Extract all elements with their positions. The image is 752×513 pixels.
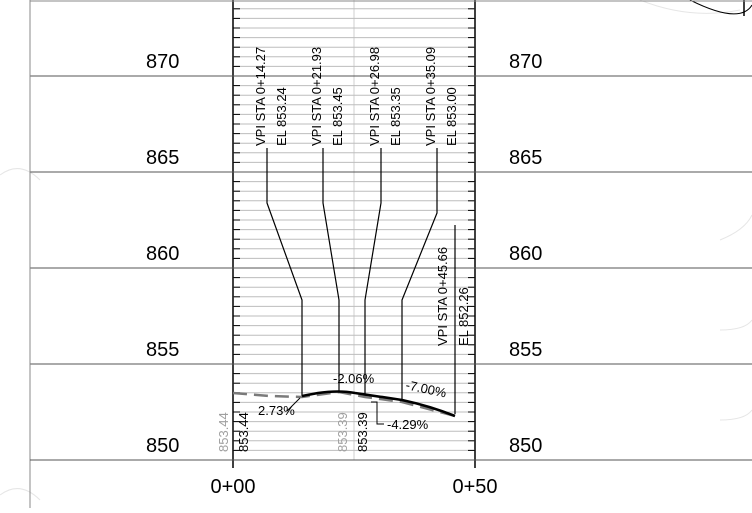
proposed-elev-start: 853.44 [236, 412, 251, 452]
vpi-5-station: VPI STA 0+45.66 [435, 247, 450, 346]
grade-1-leader [286, 397, 301, 412]
grade-label-4: -4.29% [387, 417, 429, 432]
vpi-4-station: VPI STA 0+35.09 [423, 47, 438, 146]
elev-label-right-860: 860 [509, 243, 542, 265]
existing-elev-mid: 853.39 [335, 412, 350, 452]
elev-label-left-850: 850 [146, 435, 179, 457]
elev-label-left-865: 865 [146, 147, 179, 169]
vpi-leaders [266, 148, 456, 414]
proposed-elev-mid: 853.39 [355, 412, 370, 452]
existing-elev-start: 853.44 [216, 412, 231, 452]
minor-grid [233, 8, 475, 451]
vpi-2-elevation: EL 853.45 [330, 87, 345, 146]
vpi-3-station: VPI STA 0+26.98 [367, 47, 382, 146]
vpi-1-elevation: EL 853.24 [274, 87, 289, 146]
grade-4-leader [371, 401, 384, 425]
grade-label-3: -7.00% [404, 377, 448, 400]
proposed-profile-line [301, 390, 456, 418]
elev-label-right-865: 865 [509, 147, 542, 169]
elev-label-left-860: 860 [146, 243, 179, 265]
elev-label-left-855: 855 [146, 339, 179, 361]
elev-label-right-855: 855 [509, 339, 542, 361]
grade-label-1: 2.73% [258, 403, 295, 418]
corner-arc [689, 0, 752, 15]
grade-label-2: -2.06% [333, 371, 375, 386]
elev-label-right-870: 870 [509, 51, 542, 73]
vpi-4-elevation: EL 853.00 [444, 87, 459, 146]
station-label-0-50: 0+50 [452, 476, 497, 498]
elev-label-left-870: 870 [146, 51, 179, 73]
vpi-3-elevation: EL 853.35 [388, 87, 403, 146]
station-label-0-00: 0+00 [210, 476, 255, 498]
vpi-2-station: VPI STA 0+21.93 [309, 47, 324, 146]
vpi-1-station: VPI STA 0+14.27 [253, 47, 268, 146]
background-arcs [0, 0, 752, 501]
elev-label-right-850: 850 [509, 435, 542, 457]
vpi-5-elevation: EL 852.26 [456, 287, 471, 346]
tick-marks [233, 8, 475, 451]
